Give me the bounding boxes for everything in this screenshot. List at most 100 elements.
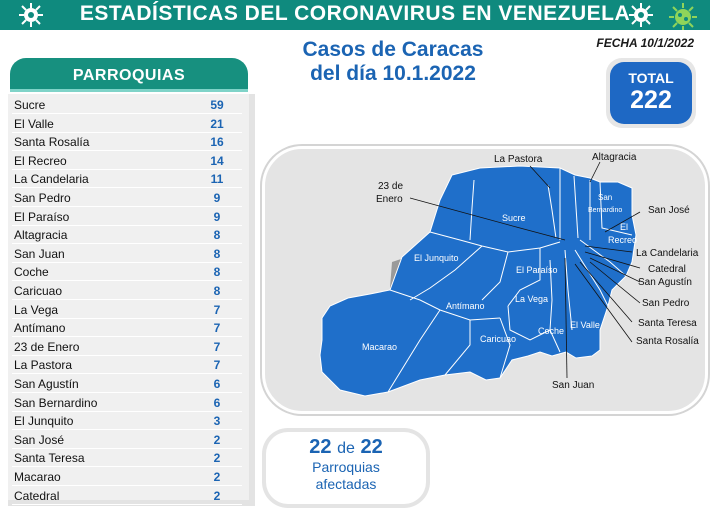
parroquia-name: Altagracia <box>14 228 68 243</box>
parroquias-heading: PARROQUIAS <box>10 58 248 92</box>
report-date: FECHA 10/1/2022 <box>596 36 694 50</box>
parroquia-cases: 9 <box>213 209 221 224</box>
parroquia-name: San Pedro <box>14 191 71 205</box>
casos-line-2: del día 10.1.2022 <box>310 62 476 85</box>
total-inner: TOTAL 222 <box>610 62 692 124</box>
label-23-de-enero: 23 de <box>378 181 403 192</box>
table-row: San Agustín 6 <box>12 375 242 393</box>
parroquia-name: La Candelaria <box>14 172 89 187</box>
table-row: El Valle 21 <box>12 115 242 133</box>
label-san-pedro: San Pedro <box>642 298 690 309</box>
parroquia-name: Catedral <box>14 488 60 503</box>
leader-lines <box>409 161 641 379</box>
label-la-candelaria: La Candelaria <box>636 248 699 259</box>
parroquia-name: San José <box>14 432 65 447</box>
map-label-caricuao: Caricuao <box>480 334 516 344</box>
parroquia-cases: 8 <box>213 265 221 280</box>
afectadas-line-1: Parroquias <box>312 459 380 475</box>
parroquia-name: La Vega <box>14 302 59 317</box>
map-label-el-junquito: El Junquito <box>414 253 459 263</box>
parroquias-table: Sucre 59 El Valle 21 Santa Rosalía 16 El Recre… <box>8 94 255 506</box>
table-row: Caricuao 8 <box>12 282 242 300</box>
map-label-la-vega: La Vega <box>515 294 548 304</box>
table-row: El Junquito 3 <box>12 412 242 431</box>
map-label-macarao: Macarao <box>362 342 397 352</box>
table-row: La Pastora 7 <box>12 356 242 375</box>
parroquia-cases: 8 <box>213 228 221 243</box>
page-title: ESTADÍSTICAS DEL CORONAVIRUS EN VENEZUEL… <box>79 2 631 25</box>
map-label-coche: Coche <box>538 326 564 336</box>
map-label-san-bernardino: San <box>598 193 612 202</box>
map-label-el-recreo: El <box>620 222 628 232</box>
label-la-pastora: La Pastora <box>494 154 543 165</box>
parroquia-name: San Bernardino <box>14 395 98 410</box>
map-label-sucre: Sucre <box>502 213 526 223</box>
parroquia-name: El Recreo <box>14 153 67 168</box>
parroquia-name: Caricuao <box>14 284 63 298</box>
table-row: El Recreo 14 <box>12 152 242 170</box>
map-label-antimano: Antímano <box>446 301 485 311</box>
afectadas-total: 22 <box>360 436 383 458</box>
parroquia-name: San Agustín <box>14 377 79 391</box>
casos-line-1: Casos de Caracas <box>302 38 484 61</box>
parroquia-name: El Junquito <box>14 414 74 429</box>
parroquia-name: Santa Teresa <box>14 451 85 466</box>
parroquia-cases: 2 <box>213 488 221 503</box>
parroquia-name: 23 de Enero <box>14 339 80 354</box>
total-label: TOTAL <box>628 70 674 86</box>
parroquia-cases: 7 <box>213 302 221 317</box>
parroquia-cases: 11 <box>210 172 224 187</box>
parroquia-cases: 7 <box>213 339 221 354</box>
parroquia-cases: 2 <box>213 432 221 447</box>
table-row: Antímano 7 <box>12 319 242 338</box>
parroquia-name: Santa Rosalía <box>14 135 90 150</box>
parroquia-cases: 2 <box>213 470 221 484</box>
parroquia-name: Coche <box>14 265 49 280</box>
table-row: El Paraíso 9 <box>12 208 242 226</box>
parroquia-cases: 14 <box>210 153 224 168</box>
label-santa-rosalia: Santa Rosalía <box>636 336 699 347</box>
table-row: 23 de Enero 7 <box>12 338 242 356</box>
afectadas-count: 22 <box>309 436 332 458</box>
afectadas-de: de <box>337 440 355 457</box>
afectadas-count-line: 22 de 22 <box>266 436 426 459</box>
parroquia-cases: 6 <box>213 377 221 391</box>
parroquia-cases: 21 <box>210 116 224 131</box>
parroquia-name: La Pastora <box>14 358 73 373</box>
table-row: Santa Teresa 2 <box>12 449 242 468</box>
parroquia-cases: 59 <box>210 98 224 112</box>
map-label-el-valle: El Valle <box>570 320 600 330</box>
table-row: San Juan 8 <box>12 245 242 263</box>
header-banner: ESTADÍSTICAS DEL CORONAVIRUS EN VENEZUEL… <box>0 0 710 30</box>
label-santa-teresa: Santa Teresa <box>638 318 697 329</box>
table-row: San Pedro 9 <box>12 189 242 207</box>
map-label-el-recreo-2: Recreo <box>608 235 637 245</box>
parroquia-cases: 3 <box>213 414 221 429</box>
label-san-juan: San Juan <box>552 380 594 391</box>
parroquia-cases: 9 <box>213 191 221 205</box>
label-altagracia: Altagracia <box>592 152 637 163</box>
parroquia-name: Macarao <box>14 470 61 484</box>
parroquia-name: Sucre <box>14 98 46 112</box>
afectadas-inner: 22 de 22 Parroquias afectadas <box>266 432 426 504</box>
total-box: TOTAL 222 <box>606 58 696 128</box>
virus-icon <box>19 3 43 27</box>
table-row: San Bernardino 6 <box>12 394 242 412</box>
parroquia-cases: 8 <box>213 284 221 298</box>
virus-icon <box>629 3 653 27</box>
parroquia-cases: 2 <box>213 451 221 466</box>
parroquia-name: Antímano <box>14 321 66 336</box>
total-value: 222 <box>630 86 672 114</box>
table-row: La Vega 7 <box>12 301 242 319</box>
parroquia-name: El Valle <box>14 116 54 131</box>
map-territory <box>319 165 637 397</box>
table-row: Altagracia 8 <box>12 226 242 245</box>
table-row: Coche 8 <box>12 263 242 282</box>
label-san-agustin: San Agustín <box>638 277 692 288</box>
parroquia-cases: 7 <box>213 321 221 336</box>
parroquia-cases: 7 <box>213 358 221 373</box>
label-catedral: Catedral <box>648 264 686 275</box>
table-row: Macarao 2 <box>12 468 242 486</box>
table-row: Catedral 2 <box>12 487 242 505</box>
